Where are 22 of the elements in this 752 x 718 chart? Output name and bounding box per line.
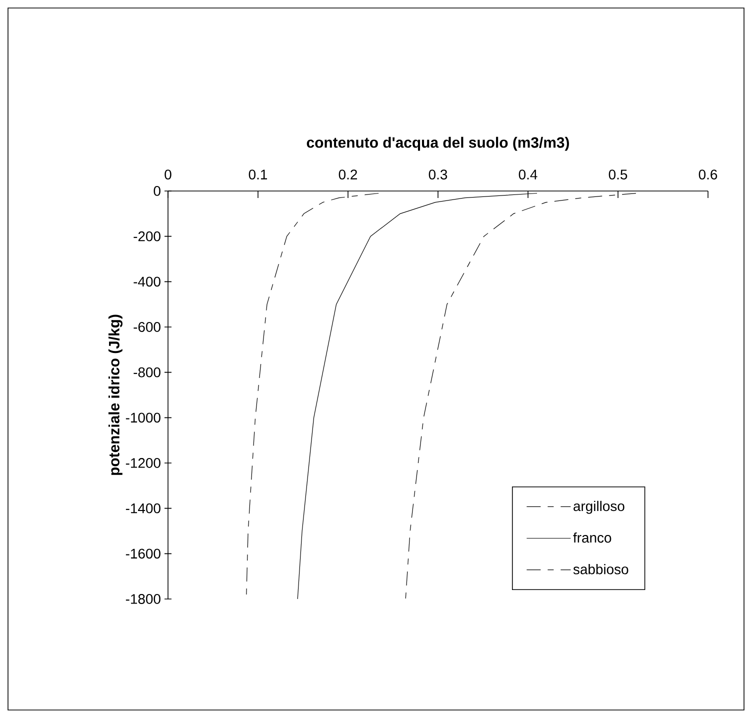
y-tick-label: -1600 bbox=[126, 548, 160, 559]
y-tick-label: -1200 bbox=[126, 458, 160, 468]
x-tick-label: 0.6 bbox=[698, 170, 718, 180]
x-tick-label: 0.2 bbox=[338, 170, 358, 180]
x-tick-label: 0 bbox=[164, 170, 172, 180]
y-axis-title: potenziale idrico (J/kg) bbox=[108, 314, 122, 475]
x-tick-label: 0.5 bbox=[608, 170, 628, 180]
y-tick-label: -600 bbox=[134, 322, 160, 332]
legend-label: sabbioso bbox=[573, 564, 628, 574]
y-tick-label: 0 bbox=[154, 186, 160, 196]
x-tick-label: 0.1 bbox=[248, 170, 268, 180]
y-tick-label: -1400 bbox=[126, 503, 160, 514]
x-tick-label: 0.3 bbox=[428, 170, 448, 180]
x-tick-label: 0.4 bbox=[518, 170, 538, 180]
legend-label: argilloso bbox=[574, 500, 624, 514]
y-tick-label: -800 bbox=[134, 367, 160, 378]
x-axis-title: contenuto d'acqua del suolo (m3/m3) bbox=[306, 136, 569, 151]
y-tick-label: -200 bbox=[134, 231, 160, 242]
y-tick-label: -1800 bbox=[126, 594, 160, 604]
y-tick-label: -1000 bbox=[126, 412, 160, 423]
legend-label: franco bbox=[573, 532, 612, 543]
y-tick-label: -400 bbox=[134, 276, 160, 287]
